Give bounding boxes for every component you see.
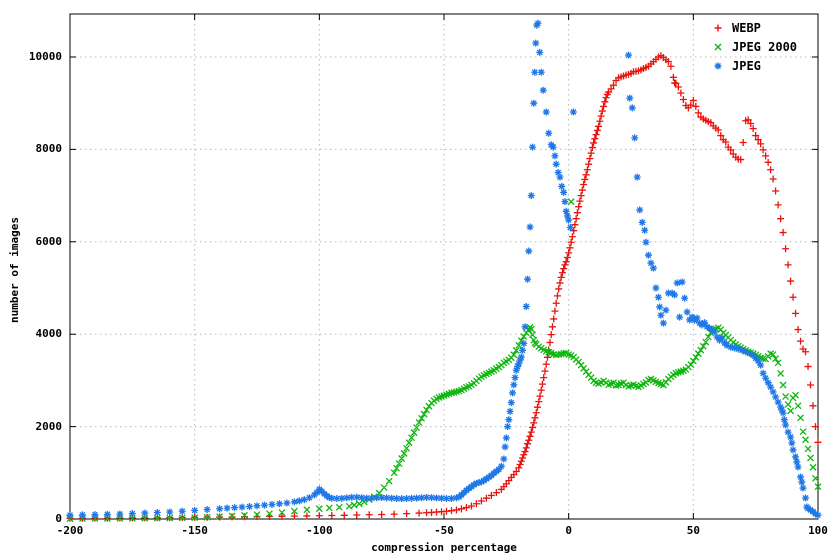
x-axis-label: compression percentage [371, 541, 517, 554]
legend-label: WEBP [732, 21, 761, 35]
plus-marker-icon [714, 24, 722, 32]
x-tick-label: -150 [181, 524, 208, 537]
legend-item-jpeg: JPEG [710, 59, 797, 73]
legend: WEBP JPEG 2000 JPEG [710, 21, 797, 73]
legend-label: JPEG [732, 59, 761, 73]
legend-item-webp: WEBP [710, 21, 797, 35]
y-tick-label: 10000 [28, 50, 62, 63]
legend-item-jpeg-2000: JPEG 2000 [710, 40, 797, 54]
x-tick-label: -100 [306, 524, 333, 537]
series-jpeg-2000 [66, 198, 822, 523]
asterisk-marker-icon [714, 62, 722, 70]
y-tick-label: 8000 [35, 142, 63, 156]
series-webp [66, 52, 822, 522]
x-tick-label: 50 [686, 524, 700, 537]
plot-border [69, 13, 819, 520]
y-tick-label: 4000 [35, 327, 63, 341]
y-tick-label: 6000 [35, 234, 63, 248]
series-jpeg [66, 19, 822, 519]
x-tick-label: -50 [434, 524, 454, 537]
y-axis-label: number of images [8, 217, 21, 323]
gridlines [70, 14, 818, 519]
cross-marker-icon [714, 43, 722, 51]
y-tick-label: 0 [55, 512, 62, 525]
x-tick-label: 0 [565, 524, 572, 537]
legend-label: JPEG 2000 [732, 40, 798, 54]
y-tick-label: 2000 [35, 419, 63, 433]
x-tick-label: -200 [56, 524, 84, 537]
x-tick-label: 100 [808, 524, 828, 537]
